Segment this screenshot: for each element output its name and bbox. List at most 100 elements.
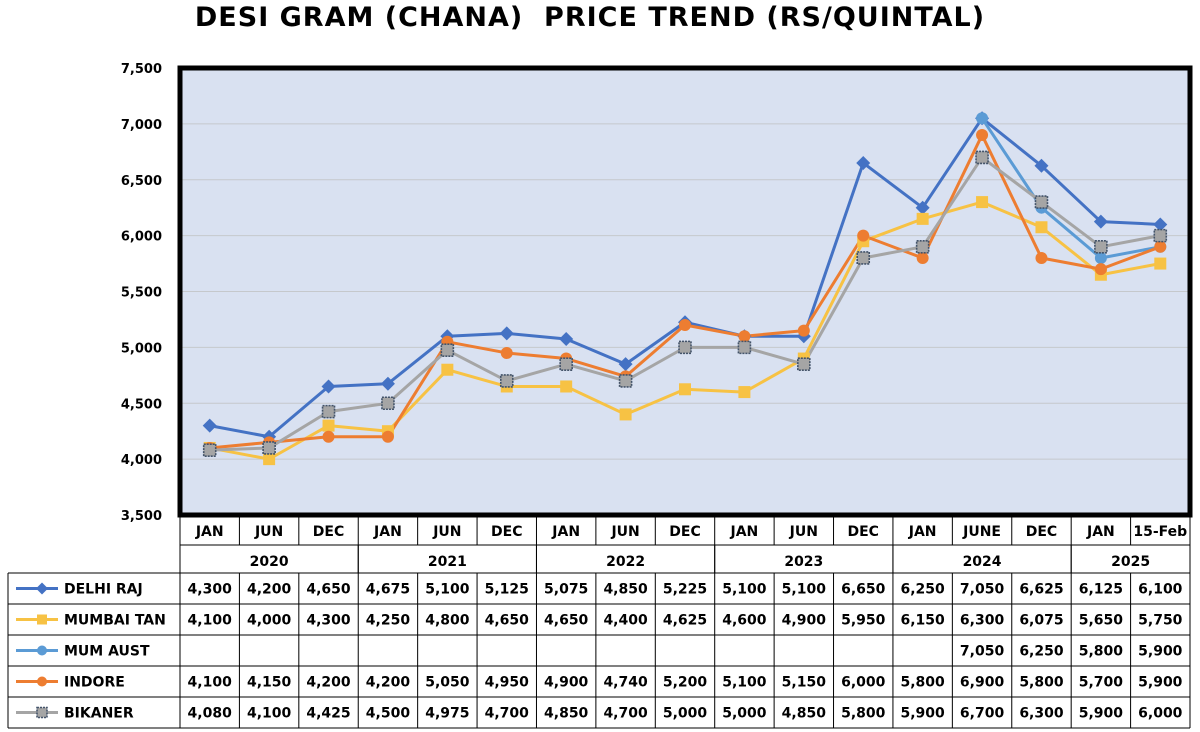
table-cell-value: 4,000 bbox=[247, 613, 292, 629]
table-cell-value: 5,000 bbox=[722, 706, 767, 722]
year-label: 2025 bbox=[1111, 554, 1150, 570]
table-cell-value: 4,625 bbox=[663, 613, 707, 629]
table-cell-value: 6,300 bbox=[1019, 706, 1064, 722]
table-cell-value: 7,050 bbox=[960, 582, 1005, 598]
table-cell-value: 4,080 bbox=[188, 706, 233, 722]
legend-series-name: DELHI RAJ bbox=[64, 582, 143, 598]
table-cell-value: 4,850 bbox=[544, 706, 589, 722]
table-cell-value: 5,800 bbox=[841, 706, 886, 722]
x-tick-label: JAN bbox=[730, 524, 759, 540]
plot-frame bbox=[177, 65, 1193, 518]
table-cell-value: 4,950 bbox=[485, 675, 530, 691]
table-cell-value: 4,200 bbox=[306, 675, 351, 691]
table-cell-value: 6,250 bbox=[900, 582, 945, 598]
data-point bbox=[678, 340, 692, 355]
data-point bbox=[856, 251, 871, 265]
chart-title: DESI GRAM (CHANA) PRICE TREND (RS/QUINTA… bbox=[194, 2, 986, 33]
data-point bbox=[1094, 251, 1107, 264]
data-point bbox=[440, 343, 455, 357]
data-point bbox=[559, 331, 574, 346]
x-tick-label: DEC bbox=[313, 524, 344, 540]
table-cell-value: 6,150 bbox=[900, 613, 945, 629]
y-tick-label: 7,000 bbox=[121, 118, 162, 133]
year-label: 2022 bbox=[606, 554, 645, 570]
data-point bbox=[976, 196, 989, 209]
y-tick-label: 4,500 bbox=[121, 397, 162, 412]
table-cell-value: 5,100 bbox=[425, 582, 470, 598]
table-cell-value: 5,900 bbox=[1079, 706, 1124, 722]
x-tick-label: DEC bbox=[669, 524, 700, 540]
year-label: 2020 bbox=[250, 554, 289, 570]
table-cell-value: 4,675 bbox=[366, 582, 410, 598]
data-point bbox=[1154, 240, 1167, 253]
data-point bbox=[1094, 263, 1107, 276]
table-cell-value: 4,200 bbox=[366, 675, 411, 691]
y-tick-label: 6,500 bbox=[121, 174, 162, 189]
table-cell-value: 4,100 bbox=[188, 613, 233, 629]
table-cell-value: 4,600 bbox=[722, 613, 767, 629]
data-point bbox=[976, 112, 989, 125]
table-cell-value: 4,700 bbox=[603, 706, 648, 722]
y-tick-label: 5,000 bbox=[121, 341, 162, 356]
x-tick-label: JUN bbox=[432, 524, 461, 540]
table-cell-value: 4,400 bbox=[603, 613, 648, 629]
data-point bbox=[916, 251, 929, 264]
data-point bbox=[975, 150, 989, 165]
table-cell-value: 5,000 bbox=[663, 706, 708, 722]
data-point bbox=[1154, 257, 1167, 270]
table-cell-value: 5,900 bbox=[1138, 644, 1183, 660]
x-tick-label: JAN bbox=[551, 524, 580, 540]
x-tick-label: JUN bbox=[610, 524, 639, 540]
table-cell-value: 6,300 bbox=[960, 613, 1005, 629]
table-cell-value: 4,850 bbox=[782, 706, 827, 722]
table-cell-value: 5,750 bbox=[1138, 613, 1183, 629]
data-point bbox=[679, 383, 691, 396]
table-cell-value: 6,250 bbox=[1019, 644, 1064, 660]
table-cell-value: 5,125 bbox=[485, 582, 529, 598]
table-cell-value: 4,850 bbox=[603, 582, 648, 598]
x-tick-label: JUNE bbox=[962, 524, 1001, 540]
data-point bbox=[380, 376, 395, 391]
data-point bbox=[321, 379, 336, 394]
data-point bbox=[856, 155, 871, 170]
table-cell-value: 6,125 bbox=[1079, 582, 1123, 598]
table-cell-value: 6,100 bbox=[1138, 582, 1183, 598]
table-cell-value: 6,000 bbox=[1138, 706, 1183, 722]
data-point bbox=[263, 453, 276, 466]
legend-series-name: MUM AUST bbox=[64, 644, 150, 660]
table-cell-value: 6,700 bbox=[960, 706, 1005, 722]
table-cell-value: 5,900 bbox=[1138, 675, 1183, 691]
table-cell-value: 5,800 bbox=[900, 675, 945, 691]
table-cell-value: 5,100 bbox=[722, 582, 767, 598]
data-point bbox=[679, 319, 691, 332]
data-point bbox=[499, 326, 514, 341]
data-point bbox=[262, 441, 276, 455]
table-cell-value: 4,500 bbox=[366, 706, 411, 722]
table-cell-value: 5,700 bbox=[1079, 675, 1124, 691]
table-cell-value: 4,975 bbox=[425, 706, 469, 722]
data-point bbox=[1153, 228, 1168, 243]
table-cell-value: 6,000 bbox=[841, 675, 886, 691]
x-tick-label: 15-Feb bbox=[1133, 524, 1187, 540]
x-tick-label: DEC bbox=[848, 524, 879, 540]
table-cell-value: 4,650 bbox=[485, 613, 530, 629]
legend-key-marker bbox=[37, 614, 47, 625]
data-point bbox=[618, 357, 633, 372]
data-point bbox=[915, 200, 930, 215]
y-tick-label: 4,000 bbox=[121, 453, 162, 468]
data-point bbox=[1035, 221, 1048, 234]
table-cell-value: 5,225 bbox=[663, 582, 707, 598]
data-point bbox=[916, 212, 929, 225]
table-cell-value: 7,050 bbox=[960, 644, 1005, 660]
data-point bbox=[560, 380, 573, 393]
x-tick-label: DEC bbox=[491, 524, 522, 540]
table-cell-value: 4,800 bbox=[425, 613, 470, 629]
table-cell-value: 5,800 bbox=[1079, 644, 1124, 660]
table-cell-value: 4,900 bbox=[544, 675, 589, 691]
data-point bbox=[322, 430, 335, 443]
x-tick-label: JAN bbox=[908, 524, 937, 540]
legend-key-marker bbox=[36, 582, 48, 595]
y-tick-label: 6,000 bbox=[121, 230, 162, 245]
x-tick-label: DEC bbox=[1026, 524, 1057, 540]
table-cell-value: 5,150 bbox=[782, 675, 827, 691]
